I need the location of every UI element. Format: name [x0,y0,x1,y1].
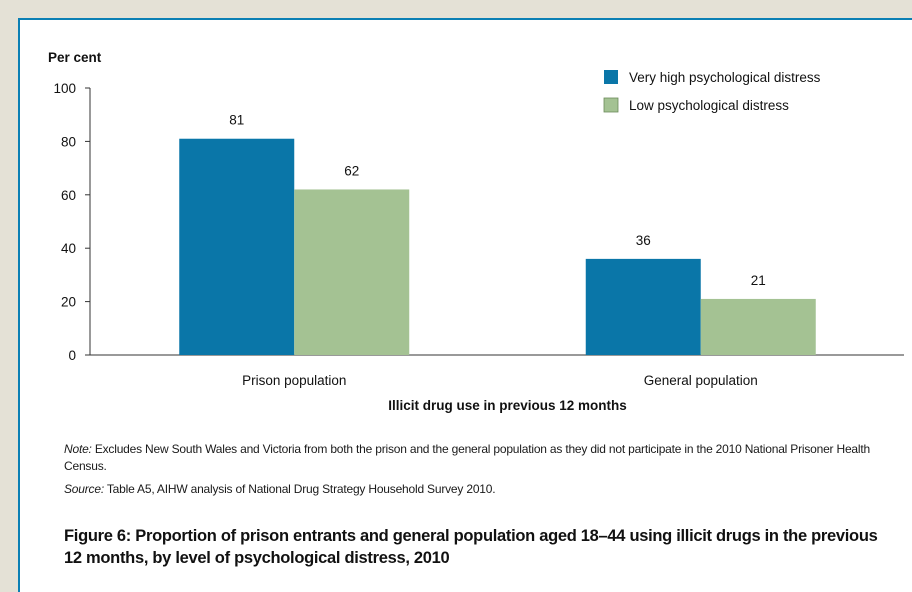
figure-caption: Figure 6: Proportion of prison entrants … [64,527,878,567]
bar-value-label: 81 [229,113,244,128]
legend-label: Very high psychological distress [629,70,821,85]
note: Note: Excludes New South Wales and Victo… [64,441,884,475]
note-label: Note: [64,442,92,456]
bar-value-label: 21 [751,273,766,288]
y-tick-label: 0 [68,348,76,363]
bar [179,138,295,355]
y-axis-label: Per cent [48,50,102,65]
legend-swatch [604,70,618,84]
bar [585,258,701,355]
x-category-label: Prison population [242,373,346,388]
y-tick-label: 80 [61,134,76,149]
y-tick-label: 40 [61,241,76,256]
y-tick-label: 100 [53,81,76,96]
x-axis-label: Illicit drug use in previous 12 months [388,398,627,413]
x-category-label: General population [644,373,758,388]
bar [294,189,410,355]
bar-chart: Per cent 0 20 40 60 80 100 81 62 Prison populatio… [48,50,904,413]
legend-swatch [603,97,619,113]
note-text: Excludes New South Wales and Victoria fr… [64,442,870,473]
bar-value-label: 62 [344,163,359,178]
source: Source: Table A5, AIHW analysis of Natio… [64,481,884,498]
legend-label: Low psychological distress [629,98,789,113]
y-tick-label: 20 [61,295,76,310]
source-label: Source: [64,482,104,496]
bar [700,298,816,355]
source-text: Table A5, AIHW analysis of National Drug… [103,482,496,496]
y-tick-label: 60 [61,188,76,203]
bar-value-label: 36 [636,233,651,248]
figure-frame: Per cent 0 20 40 60 80 100 81 62 Prison populatio… [18,18,912,592]
